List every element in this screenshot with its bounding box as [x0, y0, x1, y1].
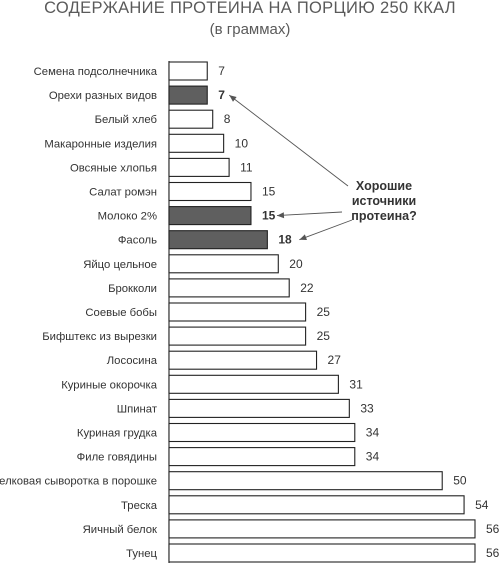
annotation-arrow-line — [276, 211, 343, 217]
annotation-arrow-head — [299, 234, 307, 241]
bar — [168, 374, 339, 394]
category-label: Филе говядины — [77, 452, 157, 464]
category-label: Бифштекс из вырезки — [42, 331, 157, 343]
value-label: 10 — [235, 136, 249, 150]
annotation-line-3: протеина? — [351, 209, 416, 223]
category-label: Белковая сыворотка в порошке — [0, 476, 157, 488]
value-label: 18 — [278, 233, 292, 247]
category-label: Треска — [121, 500, 158, 512]
value-label: 11 — [240, 160, 253, 174]
value-label: 22 — [300, 281, 314, 295]
value-label: 8 — [224, 112, 231, 126]
category-label: Макаронные изделия — [44, 138, 157, 150]
bar — [168, 471, 443, 491]
category-label: Белый хлеб — [95, 114, 157, 126]
category-label: Овсяные хлопья — [70, 162, 157, 174]
bar — [168, 422, 356, 443]
category-label: Молоко 2% — [98, 211, 157, 223]
value-label: 25 — [317, 329, 331, 343]
bar — [168, 278, 290, 298]
value-label: 27 — [328, 353, 342, 367]
bars-group: Семена подсолнечника 7 Орехи разных видов 7… — [0, 61, 500, 563]
value-label: 34 — [366, 450, 380, 464]
bar — [168, 447, 356, 467]
value-label: 54 — [475, 498, 489, 512]
bar-highlighted — [168, 206, 252, 226]
category-label: Тунец — [126, 548, 157, 560]
category-label: Яйцо цельное — [83, 259, 157, 271]
value-label: 20 — [289, 257, 303, 271]
chart-title: СОДЕРЖАНИЕ ПРОТЕИНА НА ПОРЦИЮ 250 ККАЛ — [44, 0, 456, 17]
category-label: Яичный белок — [83, 524, 157, 536]
bar — [168, 350, 318, 370]
bar — [168, 157, 230, 177]
bar — [168, 519, 476, 539]
value-label: 7 — [218, 88, 225, 102]
value-label: 25 — [317, 305, 331, 319]
annotation-line-2: источники — [352, 194, 416, 208]
annotation-arrow-line — [299, 219, 353, 241]
bar — [168, 495, 465, 515]
value-label: 56 — [486, 522, 500, 536]
category-label: Брокколи — [108, 283, 157, 295]
category-label: Шпинат — [117, 403, 157, 415]
value-label: 33 — [360, 401, 374, 415]
annotation-arrow-head — [229, 95, 237, 102]
value-label: 31 — [349, 377, 363, 391]
category-label: Фасоль — [118, 235, 157, 247]
category-label: Семена подсолнечника — [34, 66, 158, 78]
value-label: 50 — [453, 474, 467, 488]
category-label: Куриная грудка — [77, 428, 158, 440]
value-label: 7 — [218, 64, 225, 78]
category-label: Куриные окорочка — [61, 379, 158, 391]
bar — [168, 109, 214, 129]
category-label: Лососина — [107, 355, 158, 367]
value-label: 56 — [486, 546, 500, 560]
bar — [168, 543, 476, 563]
category-label: Орехи разных видов — [49, 90, 157, 102]
category-label: Соевые бобы — [85, 307, 157, 319]
bar — [168, 254, 279, 274]
bar — [168, 181, 252, 202]
chart-subtitle: (в граммах) — [210, 21, 291, 38]
category-label: Салат ромэн — [89, 187, 157, 199]
bar-highlighted — [168, 85, 208, 105]
value-label: 34 — [366, 426, 380, 440]
value-label: 15 — [262, 209, 276, 223]
bar-highlighted — [168, 230, 268, 250]
bar — [168, 398, 350, 418]
annotation-line-1: Хорошие — [356, 179, 412, 193]
bar — [168, 326, 307, 346]
annotation-arrow-line — [228, 94, 349, 187]
value-label: 15 — [262, 185, 276, 199]
bar — [168, 61, 208, 81]
annotation-group: Хорошие источники протеина? — [228, 94, 417, 241]
annotation-arrow-head — [276, 212, 285, 219]
bar — [168, 302, 307, 322]
bar — [168, 133, 225, 153]
